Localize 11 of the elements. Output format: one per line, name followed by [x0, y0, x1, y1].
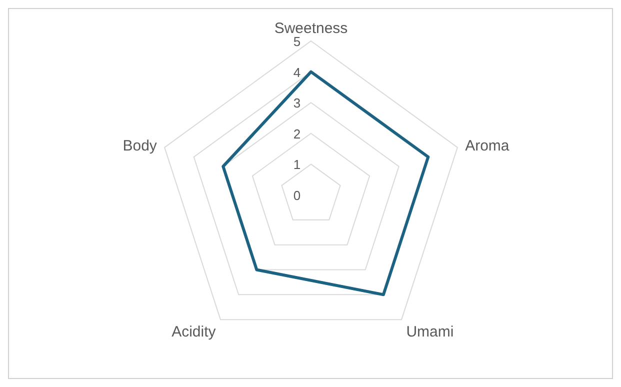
spoke-label: Sweetness: [274, 20, 348, 37]
spoke-label: Aroma: [465, 137, 510, 154]
y-tick-label: 4: [293, 64, 301, 80]
y-tick-label: 1: [293, 157, 301, 172]
y-tick-label: 5: [293, 34, 301, 49]
y-tick-label: 2: [293, 126, 301, 142]
spoke-label: Acidity: [172, 324, 216, 341]
spoke-label: Umami: [406, 324, 454, 341]
y-tick-label: 0: [293, 188, 301, 203]
y-tick-label: 3: [293, 96, 301, 111]
spoke-label: Body: [122, 137, 158, 154]
